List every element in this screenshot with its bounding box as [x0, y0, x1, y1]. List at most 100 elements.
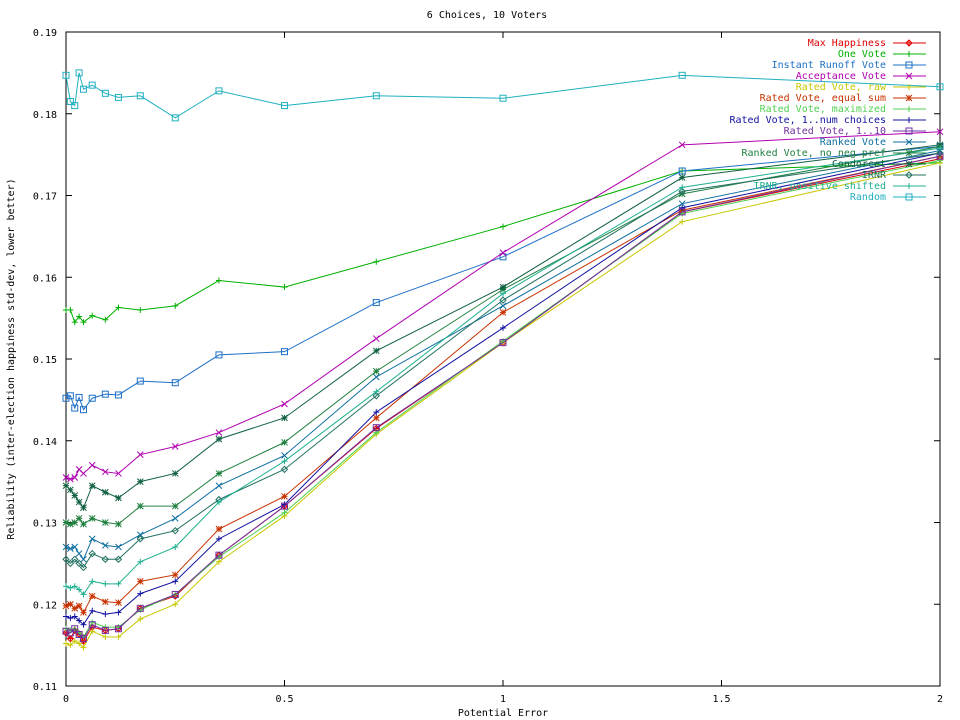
legend-label: One Vote [838, 49, 886, 60]
data-point [499, 339, 507, 347]
data-point [281, 439, 288, 446]
data-point [66, 97, 74, 105]
data-point [89, 628, 96, 635]
data-point [80, 609, 87, 616]
series-line [65, 147, 941, 596]
series-line [65, 131, 941, 480]
series-rated-vote-maximized [63, 157, 943, 640]
data-point [71, 543, 79, 551]
data-point [171, 515, 179, 522]
data-point [101, 598, 109, 606]
legend-label: Ranked Vote, no neg pref [742, 148, 887, 159]
series-condorcet [62, 141, 944, 512]
series-random [62, 69, 944, 122]
data-point [937, 157, 943, 164]
data-point [89, 578, 96, 585]
data-point [75, 393, 83, 401]
data-point [499, 253, 507, 261]
data-point [80, 591, 87, 598]
legend-label: Rated Vote, raw [796, 82, 887, 93]
data-point [71, 492, 79, 499]
data-point [62, 627, 70, 635]
data-point [102, 316, 109, 323]
data-point [79, 635, 87, 643]
legend-marker [905, 94, 913, 102]
data-point [171, 502, 179, 510]
data-point [88, 592, 96, 600]
data-point [936, 149, 944, 157]
series-irnr [62, 149, 944, 572]
data-point [171, 590, 179, 598]
data-point [499, 249, 507, 257]
data-point [499, 302, 507, 310]
data-point [76, 313, 83, 320]
data-point [101, 626, 109, 634]
x-axis-label: Potential Error [458, 708, 548, 719]
data-point [678, 187, 686, 196]
data-point [281, 414, 288, 422]
data-point [71, 638, 78, 645]
data-point [281, 284, 288, 291]
data-point [115, 470, 122, 477]
data-point [136, 531, 144, 539]
data-point [171, 379, 179, 387]
data-point [500, 290, 506, 297]
data-point [63, 613, 69, 620]
x-tick-label: 1 [500, 694, 506, 705]
series-line [65, 155, 941, 614]
data-point [281, 458, 288, 465]
data-point [136, 604, 144, 612]
legend-label: Max Happiness [808, 38, 886, 49]
data-point [63, 640, 69, 647]
data-point [114, 625, 122, 633]
data-point [80, 644, 87, 651]
legend-label: Rated Vote, maximized [760, 104, 886, 115]
data-point [115, 543, 122, 551]
x-tick-label: 1.5 [712, 694, 730, 705]
data-point [88, 394, 96, 402]
series-layer [62, 69, 944, 651]
data-point [936, 83, 944, 91]
data-point [114, 93, 122, 101]
legend-label: IRNR, positive shifted [754, 181, 886, 192]
data-point [71, 555, 79, 563]
data-point [499, 309, 507, 316]
data-point [137, 306, 144, 313]
data-point [67, 584, 74, 591]
data-point [679, 204, 686, 211]
data-point [281, 348, 288, 356]
data-point [62, 482, 70, 490]
data-point [76, 617, 83, 624]
data-point [62, 71, 70, 79]
data-point [101, 542, 109, 549]
data-point [67, 486, 74, 494]
y-tick-label: 0.16 [33, 273, 57, 284]
x-tick-label: 0 [63, 694, 69, 705]
data-point [373, 409, 380, 416]
legend-marker [905, 138, 913, 146]
y-tick-label: 0.12 [33, 600, 57, 611]
data-point [80, 470, 87, 477]
legend-label: IRNR [862, 170, 887, 181]
legend-marker [906, 84, 912, 90]
data-point [114, 391, 122, 399]
legend-label: Acceptance Vote [796, 71, 886, 82]
legend-marker [906, 51, 912, 57]
data-point [114, 555, 123, 563]
data-point [372, 335, 380, 342]
data-point [136, 92, 144, 100]
data-point [80, 504, 87, 512]
data-point [136, 478, 144, 485]
data-point [115, 520, 122, 528]
data-point [80, 319, 87, 326]
data-point [80, 520, 87, 528]
data-point [281, 509, 288, 516]
data-point [71, 319, 78, 326]
data-point [79, 85, 87, 93]
y-tick-label: 0.14 [33, 437, 57, 448]
data-point [79, 563, 88, 572]
data-point [171, 571, 179, 579]
series-rated-vote-equal-sum [62, 152, 944, 616]
data-point [67, 545, 74, 553]
data-point [75, 602, 83, 610]
